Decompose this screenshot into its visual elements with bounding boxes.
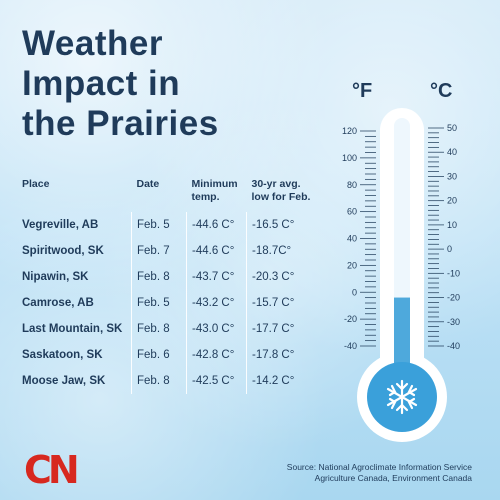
header-min-temp: Minimum temp. <box>191 178 238 203</box>
celsius-scale: 50 40 30 20 10 0 -10 -20 -30 -40 <box>428 123 460 351</box>
cell-place: Vegreville, AB <box>22 219 99 231</box>
fahrenheit-tick-label: 60 <box>347 207 357 217</box>
header-date: Date <box>136 178 160 190</box>
celsius-unit-label: °C <box>430 80 453 102</box>
fahrenheit-scale: 120 100 80 60 40 20 0 -20 -40 <box>342 126 376 351</box>
celsius-tick-label: 10 <box>447 220 457 230</box>
celsius-tick-label: 20 <box>447 196 457 206</box>
cell-avg-low: -18.7C° <box>246 238 317 264</box>
cell-avg-low: -14.2 C° <box>246 368 317 394</box>
cell-date: Feb. 8 <box>131 316 187 342</box>
thermometer-bulb-casing <box>357 352 447 442</box>
fahrenheit-tick-label: 40 <box>347 234 357 244</box>
celsius-tick-label: -20 <box>447 293 460 303</box>
cell-avg-low: -16.5 C° <box>246 212 317 238</box>
cell-date: Feb. 6 <box>131 342 187 368</box>
celsius-tick-label: -30 <box>447 317 460 327</box>
cell-avg-low: -17.7 C° <box>246 316 317 342</box>
table-header-row: Place Date Minimum temp. 30-yr avg. low … <box>22 178 317 212</box>
cell-date: Feb. 8 <box>131 264 187 290</box>
temperature-table: Place Date Minimum temp. 30-yr avg. low … <box>22 178 317 394</box>
celsius-tick-label: 50 <box>447 123 457 133</box>
fahrenheit-unit-label: °F <box>352 80 373 102</box>
celsius-tick-label: 40 <box>447 147 457 157</box>
cell-date: Feb. 7 <box>131 238 187 264</box>
cell-date: Feb. 8 <box>131 368 187 394</box>
cell-min-temp: -42.5 C° <box>186 368 247 394</box>
thermometer-tube-casing <box>380 108 424 408</box>
cell-min-temp: -43.7 C° <box>186 264 247 290</box>
fahrenheit-tick-label: -40 <box>344 341 357 351</box>
fahrenheit-tick-label: 20 <box>347 260 357 270</box>
snowflake-icon <box>386 379 418 415</box>
cell-place: Moose Jaw, SK <box>22 375 106 387</box>
cell-date: Feb. 5 <box>131 212 187 238</box>
thermometer-inner-tube <box>394 118 410 408</box>
cell-place: Nipawin, SK <box>22 271 89 283</box>
page-title: Weather Impact in the Prairies <box>22 24 219 143</box>
celsius-tick-label: 0 <box>447 244 452 254</box>
table-row: Nipawin, SK Feb. 8 -43.7 C° -20.3 C° <box>22 264 317 290</box>
header-avg-low: 30-yr avg. low for Feb. <box>251 178 311 203</box>
header-place: Place <box>22 178 50 190</box>
cell-avg-low: -17.8 C° <box>246 342 317 368</box>
cell-avg-low: -15.7 C° <box>246 290 317 316</box>
cell-min-temp: -44.6 C° <box>186 238 247 264</box>
table-row: Spiritwood, SK Feb. 7 -44.6 C° -18.7C° <box>22 238 317 264</box>
table-row: Saskatoon, SK Feb. 6 -42.8 C° -17.8 C° <box>22 342 317 368</box>
fahrenheit-tick-label: -20 <box>344 314 357 324</box>
cell-date: Feb. 5 <box>131 290 187 316</box>
celsius-tick-label: 30 <box>447 171 457 181</box>
cell-place: Camrose, AB <box>22 297 94 309</box>
fahrenheit-tick-label: 120 <box>342 126 357 136</box>
thermometer-mercury <box>394 297 410 408</box>
celsius-tick-label: -10 <box>447 268 460 278</box>
cell-min-temp: -44.6 C° <box>186 212 247 238</box>
fahrenheit-tick-label: 0 <box>352 287 357 297</box>
fahrenheit-tick-label: 80 <box>347 180 357 190</box>
table-row: Vegreville, AB Feb. 5 -44.6 C° -16.5 C° <box>22 212 317 238</box>
cell-min-temp: -43.0 C° <box>186 316 247 342</box>
cn-logo: CN <box>24 448 80 492</box>
fahrenheit-tick-label: 100 <box>342 153 357 163</box>
source-note: Source: National Agroclimate Information… <box>286 462 472 483</box>
cell-place: Saskatoon, SK <box>22 349 103 361</box>
cell-avg-low: -20.3 C° <box>246 264 317 290</box>
table-row: Moose Jaw, SK Feb. 8 -42.5 C° -14.2 C° <box>22 368 317 394</box>
cell-place: Last Mountain, SK <box>22 323 123 335</box>
cell-min-temp: -42.8 C° <box>186 342 247 368</box>
table-row: Last Mountain, SK Feb. 8 -43.0 C° -17.7 … <box>22 316 317 342</box>
cell-min-temp: -43.2 C° <box>186 290 247 316</box>
celsius-tick-label: -40 <box>447 341 460 351</box>
table-row: Camrose, AB Feb. 5 -43.2 C° -15.7 C° <box>22 290 317 316</box>
thermometer-bulb <box>367 362 437 432</box>
cell-place: Spiritwood, SK <box>22 245 104 257</box>
